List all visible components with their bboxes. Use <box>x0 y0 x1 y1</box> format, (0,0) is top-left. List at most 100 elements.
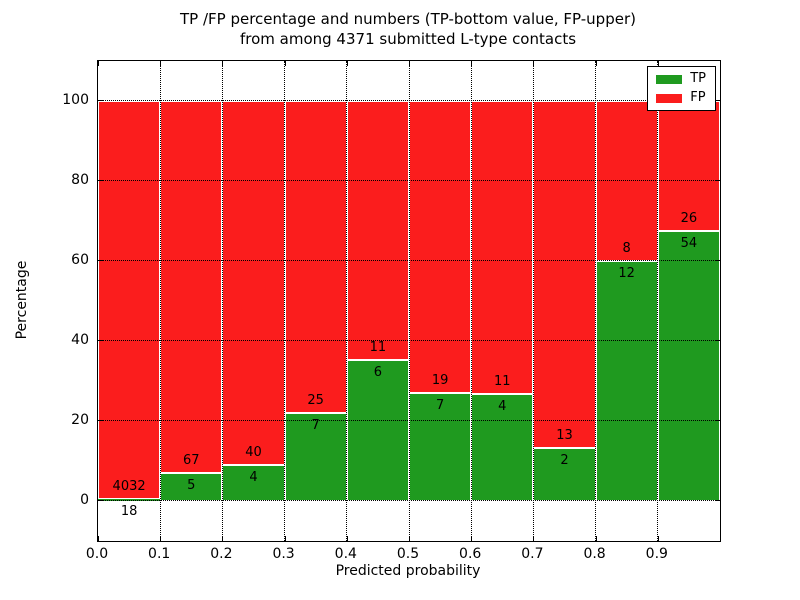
y-tick-mark-right <box>715 100 720 101</box>
tp-count-label: 2 <box>560 452 569 468</box>
x-tick-mark <box>657 536 659 541</box>
x-tick-mark <box>533 536 535 541</box>
y-tick-label: 40 <box>71 332 89 348</box>
y-tick-label: 80 <box>71 172 89 188</box>
x-tick-mark-top <box>346 61 348 66</box>
bar-segment-fp <box>346 101 409 360</box>
x-tick-mark <box>160 536 162 541</box>
bar-segment-fp <box>222 101 285 465</box>
x-tick-label: 0.2 <box>210 546 233 562</box>
chart-title-line2: from among 4371 submitted L-type contact… <box>239 30 577 48</box>
x-tick-mark-top <box>595 61 597 66</box>
fp-count-label: 25 <box>307 393 324 409</box>
bar-segment-tp <box>409 393 472 501</box>
gridline-vertical <box>221 61 223 541</box>
bar-segment-fp <box>533 101 596 448</box>
bar-segment-tp <box>595 261 658 501</box>
y-axis-label: Percentage <box>14 260 30 340</box>
x-tick-label: 0.6 <box>459 546 482 562</box>
fp-count-label: 40 <box>245 444 262 460</box>
gridline-vertical <box>470 61 472 541</box>
x-tick-mark <box>346 536 348 541</box>
x-tick-mark-top <box>533 61 535 66</box>
chart-title: TP /FP percentage and numbers (TP-bottom… <box>97 9 719 49</box>
tp-count-label: 7 <box>311 418 320 434</box>
fp-count-label: 13 <box>556 427 573 443</box>
gridline-vertical <box>532 61 534 541</box>
x-tick-label: 0.5 <box>396 546 420 562</box>
tp-count-label: 4 <box>249 469 258 485</box>
x-tick-mark-top <box>160 61 162 66</box>
bar-segment-fp <box>160 101 223 474</box>
y-tick-mark <box>98 500 103 501</box>
tp-legend-swatch <box>656 74 683 84</box>
y-tick-label: 100 <box>62 92 89 108</box>
y-tick-mark <box>98 260 103 261</box>
x-tick-label: 0.7 <box>521 546 544 562</box>
legend: TP FP <box>647 66 716 111</box>
legend-item-tp: TP <box>656 72 706 86</box>
y-tick-mark-right <box>715 420 720 421</box>
y-tick-mark <box>98 180 103 181</box>
y-tick-mark <box>98 340 103 341</box>
gridline-vertical <box>657 61 659 541</box>
legend-item-fp: FP <box>656 91 706 105</box>
bar-segment-fp <box>98 101 161 500</box>
x-tick-mark <box>409 536 410 541</box>
x-tick-mark-top <box>471 61 473 66</box>
x-tick-label: 0.4 <box>334 546 357 562</box>
bar-segment-tp <box>533 447 596 501</box>
fp-count-label: 19 <box>431 373 449 389</box>
x-tick-label: 0.8 <box>583 546 606 562</box>
fp-count-label: 11 <box>494 374 511 390</box>
bar-segment-fp <box>471 101 534 395</box>
y-tick-mark-right <box>715 340 720 341</box>
gridline-vertical <box>408 61 410 541</box>
tp-count-label: 54 <box>680 236 698 251</box>
gridline-vertical <box>346 61 348 541</box>
bar-segment-fp <box>284 101 347 414</box>
tp-legend-label: TP <box>690 71 706 86</box>
y-tick-label: 0 <box>80 492 89 508</box>
tp-count-label: 7 <box>435 398 445 414</box>
x-tick-label: 0.3 <box>272 546 295 562</box>
bar-segment-tp <box>346 359 409 501</box>
y-tick-mark-right <box>715 180 720 181</box>
y-tick-mark-right <box>715 260 720 261</box>
y-tick-mark-right <box>715 500 720 501</box>
gridline-vertical <box>159 61 161 541</box>
x-tick-mark-top <box>284 61 286 66</box>
tp-count-label: 6 <box>373 364 383 380</box>
x-tick-label: 0.0 <box>85 546 109 562</box>
y-tick-label: 20 <box>71 412 89 428</box>
chart-title-line1: TP /FP percentage and numbers (TP-bottom… <box>180 10 636 28</box>
bar-segment-fp <box>595 101 658 261</box>
fp-count-label: 26 <box>680 211 698 226</box>
bar-segment-tp <box>657 231 720 501</box>
fp-count-label: 4032 <box>112 479 146 495</box>
x-tick-mark <box>222 536 224 541</box>
fp-count-label: 67 <box>183 453 200 469</box>
fp-count-label: 8 <box>622 241 631 256</box>
y-tick-label: 60 <box>71 252 89 268</box>
fp-count-label: 11 <box>369 339 387 355</box>
x-tick-mark-top <box>409 61 410 66</box>
y-tick-mark <box>98 420 103 421</box>
plot-area: TP FP 4032 18 67 5 40 4 25 7 11 6 19 7 11 4 13 2 8 12 26 54 <box>97 60 721 542</box>
x-tick-mark <box>595 536 597 541</box>
tp-count-label: 12 <box>618 266 635 281</box>
tp-count-label: 4 <box>498 399 507 415</box>
x-tick-mark <box>98 536 99 541</box>
gridline-vertical <box>284 61 286 541</box>
x-tick-mark-top <box>222 61 224 66</box>
tp-count-label: 18 <box>120 504 138 520</box>
x-tick-mark <box>471 536 473 541</box>
x-tick-mark-top <box>98 61 99 66</box>
x-tick-mark <box>284 536 286 541</box>
gridline-vertical <box>595 61 597 541</box>
x-tick-mark-top <box>657 61 659 66</box>
x-tick-label: 0.1 <box>148 546 171 562</box>
fp-legend-label: FP <box>690 90 706 105</box>
x-tick-label: 0.9 <box>645 546 668 562</box>
